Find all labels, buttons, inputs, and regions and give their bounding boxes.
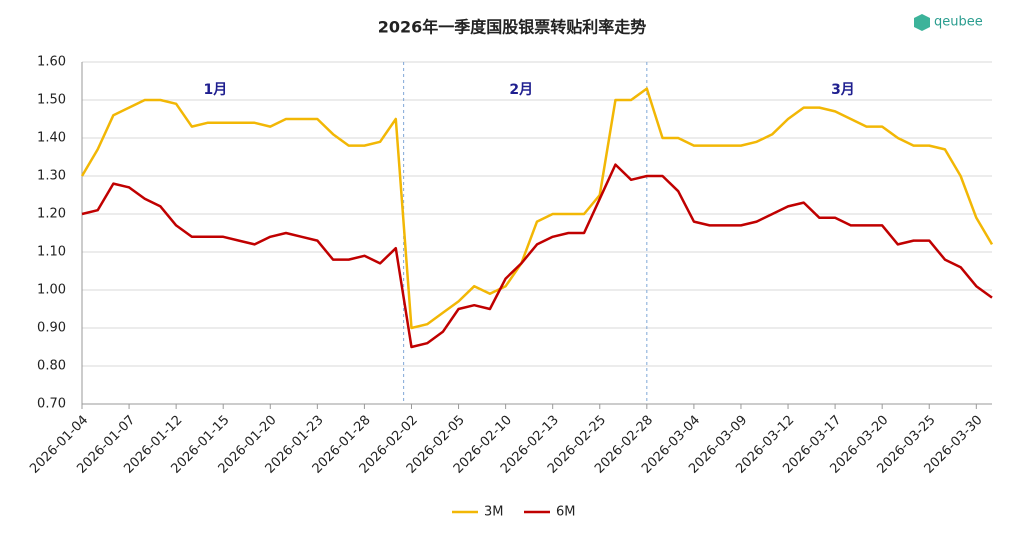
- month-label: 1月: [203, 82, 227, 98]
- y-tick-label: 1.60: [37, 55, 66, 70]
- line-series: [80, 87, 994, 330]
- month-label: 3月: [831, 82, 855, 98]
- legend-label: 3M: [484, 505, 504, 520]
- logo: qeubee: [914, 14, 983, 31]
- y-tick-label: 1.10: [37, 245, 66, 260]
- y-tick-label: 0.70: [37, 397, 66, 412]
- y-tick-label: 1.40: [37, 131, 66, 146]
- month-label: 2月: [509, 82, 533, 98]
- y-tick-label: 1.50: [37, 93, 66, 108]
- y-tick-label: 0.90: [37, 321, 66, 336]
- y-tick-label: 0.80: [37, 359, 66, 374]
- line-series: [81, 163, 993, 349]
- y-tick-label: 1.30: [37, 169, 66, 184]
- y-tick-label: 1.00: [37, 283, 66, 298]
- legend-label: 6M: [556, 505, 576, 520]
- logo-text: qeubee: [934, 15, 983, 30]
- chart-title: 2026年一季度国股银票转贴利率走势: [378, 18, 647, 37]
- y-tick-label: 1.20: [37, 207, 66, 222]
- logo-icon: [914, 14, 930, 31]
